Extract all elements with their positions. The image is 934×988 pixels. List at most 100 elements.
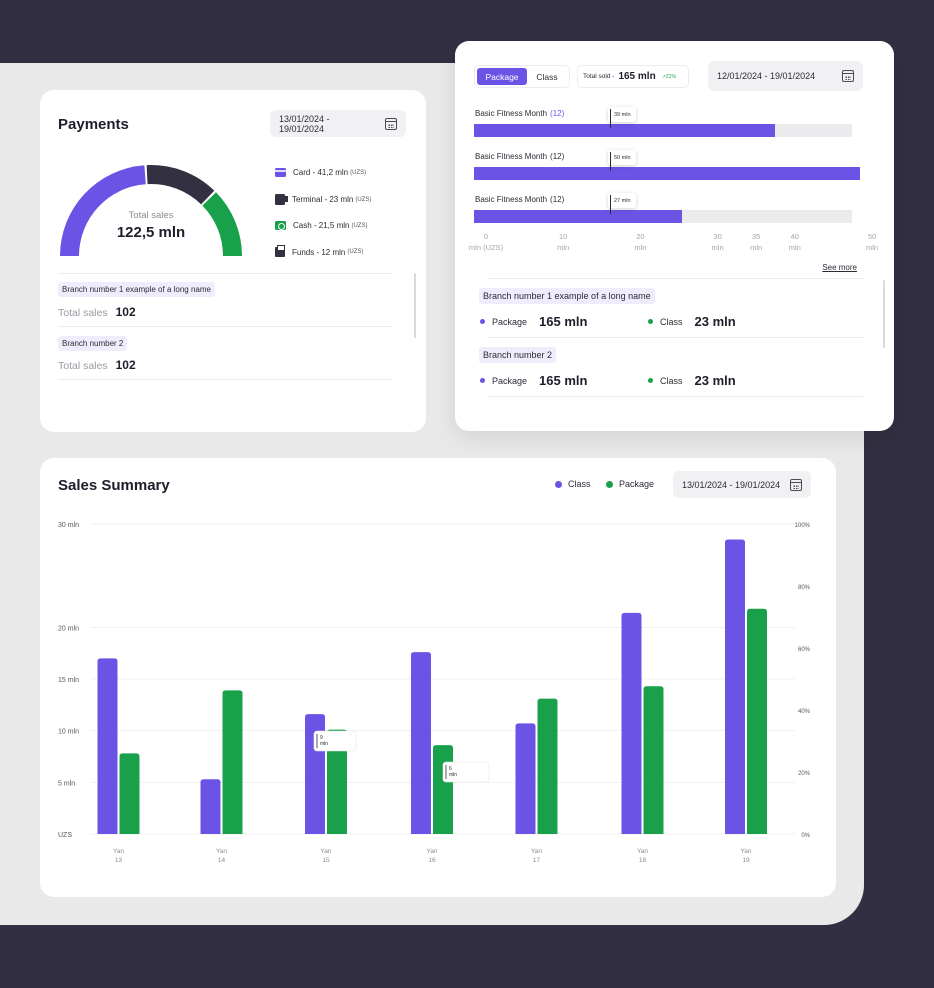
bar-class: [515, 723, 536, 834]
x-tick-label: Yan: [113, 848, 124, 855]
y-tick-label: 5 mln: [58, 780, 75, 787]
packages-date-range: 12/01/2024 - 19/01/2024: [717, 71, 816, 81]
packages-scrollbar[interactable]: [883, 280, 885, 348]
legend-terminal-text: Terminal - 23 mln: [292, 195, 354, 204]
class-label: Class: [660, 316, 683, 327]
gauge-segment-card: [60, 165, 146, 256]
package-bar-tooltip: 27 mln: [608, 193, 636, 214]
bar-package: [222, 690, 243, 834]
y2-tick-label: 60%: [798, 647, 811, 653]
package-value: 165 mln: [539, 314, 588, 329]
package-bar-track: [474, 210, 852, 223]
total-sold-label: Total sold -: [583, 73, 615, 80]
total-sales-value: 102: [115, 358, 136, 372]
x-tick-label: Yan: [320, 848, 331, 855]
divider: [58, 273, 392, 274]
summary-date-range: 13/01/2024 - 19/01/2024: [682, 479, 781, 490]
gauge-segment-terminal: [146, 165, 215, 205]
package-bar[interactable]: [474, 210, 683, 223]
payments-date-range: 13/01/2024 - 19/01/2024: [279, 113, 330, 134]
sales-summary-card: Sales Summary Class Package 13/01/2024 -…: [40, 458, 836, 897]
y2-tick-label: 20%: [798, 771, 811, 777]
total-sold-value: 165 mln: [618, 71, 656, 82]
axis-tick-value: 40: [790, 232, 799, 241]
axis-tick-value: 50: [867, 232, 877, 241]
package-value: 165 mln: [539, 373, 588, 388]
payments-card: Payments 13/01/2024 - 19/01/2024 Total s…: [40, 90, 426, 432]
bar-class: [200, 779, 221, 834]
y-tick-label: 30 mln: [58, 522, 79, 529]
bar-package: [537, 698, 558, 834]
x-tick-label: 15: [322, 857, 330, 864]
class-dot: [648, 319, 653, 324]
bar-class: [97, 658, 118, 834]
total-sold-badge: Total sold - 165 mln ↗ 21%: [577, 65, 689, 88]
bar-package: [433, 745, 453, 834]
legend-funds: Funds - 12 mln (UZS): [275, 245, 363, 257]
axis-tick-unit: mln: [557, 243, 570, 252]
axis-tick-label: 10 mln: [543, 231, 583, 253]
trend-up-icon: ↗: [661, 73, 666, 80]
tab-package[interactable]: Package: [477, 68, 527, 85]
x-tick-label: Yan: [637, 848, 648, 855]
legend-class-label: Class: [568, 479, 591, 489]
sales-summary-title: Sales Summary: [58, 477, 170, 494]
y-tick-label: 10 mln: [58, 729, 79, 736]
y2-tick-label: 80%: [798, 585, 811, 591]
axis-tick-unit: mln (UZS): [468, 243, 504, 252]
divider: [487, 278, 863, 279]
tooltip-text: mln: [320, 741, 328, 747]
type-toggle: Package Class: [474, 65, 570, 88]
legend-terminal-unit: (UZS): [355, 196, 372, 203]
legend-cash-text: Cash - 21,5 mln: [293, 221, 350, 230]
total-sold-delta: 21%: [665, 73, 676, 80]
payments-date-picker[interactable]: 13/01/2024 - 19/01/2024: [270, 110, 406, 137]
packages-date-picker[interactable]: 12/01/2024 - 19/01/2024: [708, 61, 863, 91]
package-bar[interactable]: [474, 124, 776, 137]
package-bar-label: Basic Fitness Month (12): [475, 109, 564, 118]
bar-tooltip: [442, 761, 490, 783]
cash-icon: [275, 221, 286, 230]
bar-class: [725, 539, 745, 834]
divider: [487, 396, 863, 397]
tab-class[interactable]: Class: [536, 71, 558, 82]
axis-tick-unit: mln: [711, 243, 724, 252]
class-value: 23 mln: [694, 314, 736, 329]
package-bar-tooltip: 50 mln: [608, 150, 636, 171]
payments-title: Payments: [58, 116, 129, 133]
axis-tick-label: 40 mln: [775, 231, 815, 253]
bar-tooltip: [313, 730, 357, 752]
legend-cash: Cash - 21,5 mln (UZS): [275, 221, 367, 230]
package-dot: [480, 378, 485, 383]
axis-tick-label: 0 mln (UZS): [466, 231, 506, 253]
legend-funds-text: Funds - 12 mln: [292, 247, 346, 257]
packages-branch-1-package: Package 165 mln: [480, 314, 587, 329]
package-name: Basic Fitness Month: [475, 195, 548, 204]
divider: [487, 337, 863, 338]
package-bar-tooltip: 39 mln: [608, 107, 636, 128]
summary-date-picker[interactable]: 13/01/2024 - 19/01/2024: [673, 471, 811, 498]
tooltip-text: mln: [449, 772, 457, 778]
legend-package: Package: [606, 479, 654, 489]
package-name: Basic Fitness Month: [475, 152, 548, 161]
package-bar[interactable]: [474, 167, 860, 180]
class-dot: [648, 378, 653, 383]
axis-tick-unit: mln: [865, 243, 879, 252]
packages-card: Package Class Total sold - 165 mln ↗ 21%…: [455, 41, 894, 431]
axis-tick-label: 35 mln: [736, 231, 776, 253]
x-tick-label: Yan: [531, 848, 542, 855]
packages-branch-2-package: Package 165 mln: [480, 373, 587, 388]
bar-package: [643, 686, 664, 834]
legend-class: Class: [555, 479, 591, 489]
package-label: Package: [492, 375, 528, 386]
class-dot: [555, 480, 562, 488]
package-bar-track: [474, 167, 860, 180]
see-more-link[interactable]: See more: [822, 263, 857, 272]
packages-branch-2-name: Branch number 2: [479, 347, 557, 363]
gauge-segment-cash: [202, 192, 242, 256]
payments-scrollbar[interactable]: [414, 273, 416, 338]
axis-tick-unit: mln: [634, 243, 647, 252]
y-tick-label: 15 mln: [58, 677, 79, 684]
bar-package: [747, 608, 767, 834]
axis-tick-value: 35: [752, 232, 761, 241]
